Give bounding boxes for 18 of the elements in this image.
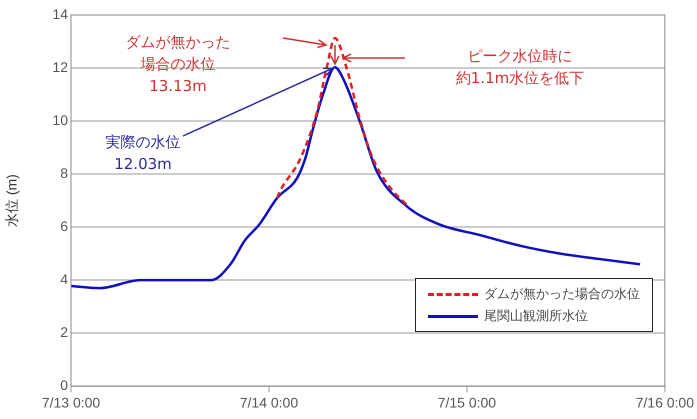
x-tick-label: 7/14 0:00 <box>240 394 298 410</box>
y-tick-label: 10 <box>52 112 68 128</box>
y-tick-label: 14 <box>52 6 68 22</box>
annotation: 実際の水位 12.03m <box>106 132 180 173</box>
legend-label: ダムが無かった場合の水位 <box>484 286 640 303</box>
y-tick-label: 0 <box>60 377 68 394</box>
annotation: ダムが無かった場合の水位 13.13m <box>126 32 230 95</box>
x-tick-label: 7/13 0:00 <box>42 394 100 410</box>
y-tick-label: 6 <box>60 218 68 234</box>
annotation: ピーク水位時に約1.1m水位を低下 <box>456 46 584 87</box>
y-tick-label: 8 <box>60 164 68 181</box>
x-tick-label: 7/16 0:00 <box>636 394 694 410</box>
y-tick-label: 4 <box>60 271 68 287</box>
x-tick-label: 7/15 0:00 <box>438 394 496 410</box>
legend-label: 尾関山観測所水位 <box>484 308 588 325</box>
y-axis-title: 水位 (m) <box>3 174 20 228</box>
y-tick-label: 12 <box>52 58 68 75</box>
y-tick-label: 2 <box>60 324 68 340</box>
